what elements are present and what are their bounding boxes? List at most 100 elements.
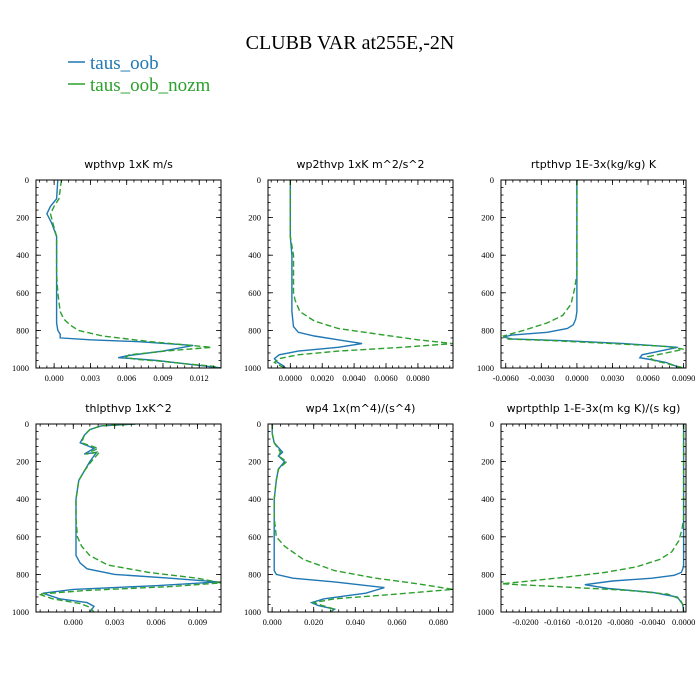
plot-frame [35,423,222,613]
plot-frame [500,179,687,369]
y-tick-label: 600 [481,532,494,542]
y-tick-label: 200 [481,457,494,467]
x-tick-label: 0.000 [45,373,64,383]
x-tick-label: -0.0040 [639,617,665,627]
y-tick-label: 0 [25,419,29,429]
x-tick-label: 0.020 [304,617,323,627]
y-tick-label: 400 [16,494,29,504]
panel-wpthvp: wpthvp 1xK m/s 0 200 400 600 800 1000 0.000 0.0… [12,158,222,383]
x-tick-label: 0.003 [105,617,124,627]
series-line-taus-oob-nozm [49,180,221,368]
x-tick-label: -0.0060 [493,373,519,383]
y-tick-label: 0 [257,175,261,185]
y-tick-label: 0 [257,419,261,429]
series-line-taus-oob-nozm [501,424,685,612]
legend: taus_oob taus_oob_nozm [68,53,211,96]
panel-rtpthvp: rtpthvp 1E-3x(kg/kg) K 0 200 400 600 800 1000… [477,158,695,383]
series-line-taus-oob-nozm [38,424,221,612]
x-tick-label: 0.000 [263,617,282,627]
y-tick-label: 1000 [244,607,261,617]
x-tick-label: 0.0000 [565,373,588,383]
y-tick-label: 200 [248,457,261,467]
legend-label-taus-oob: taus_oob [90,53,159,74]
figure-title: CLUBB VAR at255E,-2N [246,32,455,54]
x-tick-label: -0.0200 [512,617,538,627]
x-tick-label: 0.0060 [636,373,659,383]
x-tick-label: 0.000 [64,617,83,627]
y-tick-label: 1000 [244,363,261,373]
x-tick-label: -0.0160 [544,617,570,627]
series-line-taus-oob [42,424,219,612]
panel-title: thlpthvp 1xK^2 [85,402,172,415]
y-tick-label: 400 [248,250,261,260]
y-tick-label: 1000 [12,363,29,373]
x-tick-label: 0.0090 [672,373,695,383]
x-tick-label: 0.009 [153,373,172,383]
x-tick-label: 0.003 [81,373,100,383]
y-tick-label: 600 [481,288,494,298]
y-tick-label: 1000 [12,607,29,617]
x-tick-label: 0.040 [346,617,365,627]
x-tick-label: -0.0120 [576,617,602,627]
x-tick-label: -0.0080 [607,617,633,627]
panel-title: wp4 1x(m^4)/(s^4) [306,402,416,415]
y-tick-label: 600 [16,532,29,542]
x-tick-label: 0.060 [387,617,406,627]
x-tick-label: 0.0080 [406,373,429,383]
y-tick-label: 800 [248,569,261,579]
plot-frame [267,423,454,613]
panel-title: wp2thvp 1xK m^2/s^2 [296,158,424,171]
y-tick-label: 1000 [477,363,494,373]
panel-wprtpthlp: wprtpthlp 1-E-3x(m kg K)/(s kg) 0 200 400 6… [477,402,695,627]
panel-title: wpthvp 1xK m/s [84,158,173,171]
x-tick-label: 0.0000 [672,617,695,627]
x-tick-label: -0.0030 [528,373,554,383]
series-line-taus-oob-nozm [273,180,453,368]
y-tick-label: 200 [16,213,29,223]
y-tick-label: 400 [481,494,494,504]
series-line-taus-oob-nozm [502,180,684,368]
y-tick-label: 800 [481,569,494,579]
x-tick-label: 0.0040 [342,373,365,383]
y-tick-label: 0 [25,175,29,185]
series-line-taus-oob-nozm [271,424,453,612]
y-tick-label: 600 [248,532,261,542]
plot-frame [267,179,454,369]
y-tick-label: 0 [490,175,494,185]
x-tick-label: 0.0030 [601,373,624,383]
x-tick-label: 0.006 [147,617,166,627]
x-tick-label: 0.0020 [311,373,334,383]
y-tick-label: 200 [481,213,494,223]
x-tick-label: 0.012 [190,373,209,383]
y-tick-label: 800 [16,325,29,335]
y-tick-label: 800 [481,325,494,335]
x-tick-label: 0.0000 [279,373,302,383]
y-tick-label: 400 [16,250,29,260]
series-line-taus-oob [271,424,385,612]
x-tick-label: 0.080 [429,617,448,627]
panel-thlpthvp: thlpthvp 1xK^2 0 200 400 600 800 1000 0.000 0.0… [12,402,222,627]
y-tick-label: 0 [490,419,494,429]
y-tick-label: 200 [16,457,29,467]
x-tick-label: 0.0060 [374,373,397,383]
legend-label-taus-oob-nozm: taus_oob_nozm [90,75,211,96]
plot-frame [35,179,222,369]
panel-title: rtpthvp 1E-3x(kg/kg) K [531,158,657,171]
y-tick-label: 400 [248,494,261,504]
plot-frame [500,423,687,613]
series-line-taus-oob [584,424,685,612]
x-tick-label: 0.006 [117,373,136,383]
panel-title: wprtpthlp 1-E-3x(m kg K)/(s kg) [507,402,681,415]
panel-wp4: wp4 1x(m^4)/(s^4) 0 200 400 600 800 10000.000… [244,402,454,627]
y-tick-label: 600 [16,288,29,298]
y-tick-label: 400 [481,250,494,260]
y-tick-label: 800 [248,325,261,335]
y-tick-label: 800 [16,569,29,579]
y-tick-label: 200 [248,213,261,223]
panel-wp2thvp: wp2thvp 1xK m^2/s^2 0 200 400 600 800 1000 0.0… [244,158,454,383]
x-tick-label: 0.009 [188,617,207,627]
series-line-taus-oob [503,180,682,368]
series-line-taus-oob [273,180,363,368]
y-tick-label: 1000 [477,607,494,617]
